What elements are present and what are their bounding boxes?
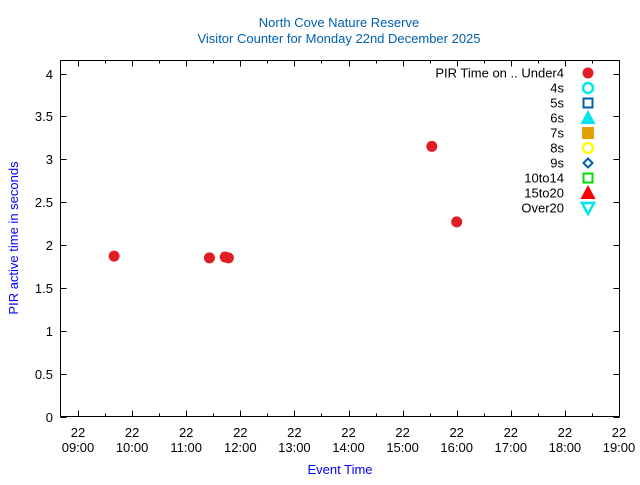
legend-label: 4s: [550, 81, 564, 96]
legend-label: 7s: [550, 126, 564, 141]
legend-marker-icon: [580, 185, 596, 199]
y-tick-label: 4: [46, 67, 53, 82]
x-tick-label-time: 18:00: [549, 440, 582, 455]
y-tick-label: 2: [46, 238, 53, 253]
x-tick-label-day: 22: [395, 425, 409, 440]
legend-label: 8s: [550, 141, 564, 156]
legend-marker-icon: [579, 201, 597, 217]
legend-label: 6s: [550, 111, 564, 126]
x-tick-label-day: 22: [179, 425, 193, 440]
x-tick-label-day: 22: [71, 425, 85, 440]
chart-subtitle: Visitor Counter for Monday 22nd December…: [197, 31, 480, 46]
x-tick-label-time: 15:00: [386, 440, 419, 455]
y-tick-label: 0.5: [35, 367, 53, 382]
x-tick-label-time: 12:00: [224, 440, 257, 455]
x-tick-label-day: 22: [612, 425, 626, 440]
x-tick-label-time: 11:00: [170, 440, 202, 455]
y-tick-label: 2.5: [35, 195, 53, 210]
data-point: [451, 216, 463, 228]
legend-marker-icon: [582, 127, 594, 139]
legend-label: Over20: [521, 201, 564, 216]
legend-marker-icon: [581, 141, 595, 155]
x-tick-label-time: 19:00: [603, 440, 636, 455]
data-point: [203, 252, 215, 264]
x-tick-label-day: 22: [341, 425, 355, 440]
x-tick-label-time: 09:00: [62, 440, 95, 455]
x-tick-label-time: 16:00: [440, 440, 473, 455]
legend: PIR Time on .. Under44s5s6s7s8s9s10to141…: [435, 66, 597, 217]
x-tick-label-time: 17:00: [495, 440, 528, 455]
legend-label: 15to20: [524, 186, 564, 201]
data-point: [108, 250, 120, 262]
data-point: [222, 252, 234, 264]
legend-marker-icon: [580, 110, 596, 124]
data-point: [426, 140, 438, 152]
y-axis-label: PIR active time in seconds: [6, 161, 21, 315]
y-tick-label: 1.5: [35, 281, 53, 296]
legend-marker-icon: [582, 172, 594, 184]
legend-marker-icon: [582, 97, 594, 109]
x-tick-label-time: 10:00: [116, 440, 149, 455]
y-tick-label: 3: [46, 152, 53, 167]
axis-ticks: 2209:002210:002211:002212:002213:002214:…: [35, 60, 636, 455]
x-tick-label-time: 14:00: [332, 440, 365, 455]
y-tick-label: 0: [46, 410, 53, 425]
plot-frame: [60, 60, 620, 417]
x-tick-label-day: 22: [287, 425, 301, 440]
y-tick-label: 3.5: [35, 109, 53, 124]
x-axis-label: Event Time: [307, 462, 372, 477]
legend-label: 5s: [550, 96, 564, 111]
x-tick-label-day: 22: [504, 425, 518, 440]
y-tick-label: 1: [46, 324, 53, 339]
chart-title: North Cove Nature Reserve: [259, 15, 419, 30]
x-tick-label-day: 22: [125, 425, 139, 440]
legend-marker-icon: [582, 67, 594, 79]
legend-marker-icon: [582, 157, 594, 169]
x-tick-label-day: 22: [233, 425, 247, 440]
x-tick-label-time: 13:00: [278, 440, 311, 455]
data-points: [108, 140, 463, 264]
x-tick-label-day: 22: [449, 425, 463, 440]
legend-label: 9s: [550, 156, 564, 171]
x-tick-label-day: 22: [558, 425, 572, 440]
legend-marker-icon: [581, 81, 595, 95]
legend-label: PIR Time on .. Under4: [435, 66, 564, 81]
legend-label: 10to14: [524, 171, 564, 186]
